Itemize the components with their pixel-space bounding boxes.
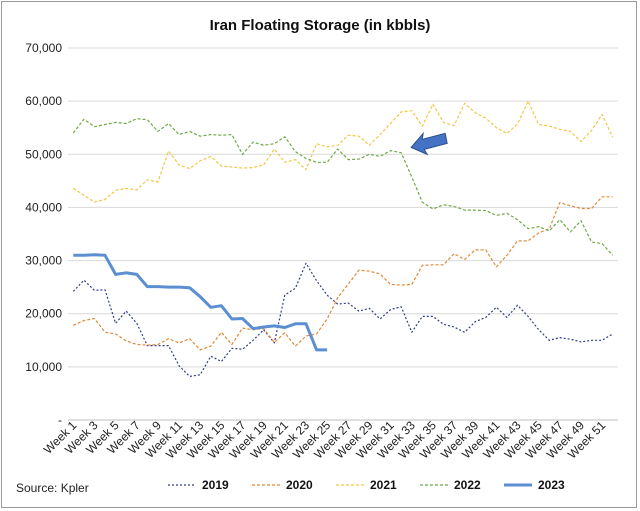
grid-lines xyxy=(68,47,618,421)
y-tick-label: 50,000 xyxy=(25,147,62,161)
y-tick-label: 70,000 xyxy=(25,41,62,55)
legend-label-2023: 2023 xyxy=(538,478,565,492)
series-lines xyxy=(72,100,614,377)
y-tick-label: 20,000 xyxy=(25,307,62,321)
series-line-2019 xyxy=(72,262,614,377)
y-axis-tick-labels: - 10,000 20,000 30,000 40,000 50,000 60,000 70,… xyxy=(25,41,62,427)
legend: 2019 2020 2021 2022 2023 xyxy=(168,478,565,492)
legend-label-2020: 2020 xyxy=(286,478,313,492)
legend-label-2022: 2022 xyxy=(454,478,481,492)
series-line-2020 xyxy=(73,196,613,351)
annotation-arrow xyxy=(410,131,448,156)
y-tick-label: 60,000 xyxy=(25,94,62,108)
legend-label-2019: 2019 xyxy=(202,478,229,492)
y-tick-label: 10,000 xyxy=(25,360,62,374)
y-tick-label: 30,000 xyxy=(25,254,62,268)
y-tick-label: - xyxy=(58,413,62,427)
series-line-2021 xyxy=(72,100,614,203)
arrow-icon xyxy=(410,131,448,156)
legend-label-2021: 2021 xyxy=(370,478,397,492)
source-note: Source: Kpler xyxy=(16,481,89,495)
series-line-2022 xyxy=(72,118,614,256)
chart-title: Iran Floating Storage (in kbbls) xyxy=(210,17,431,34)
y-tick-label: 40,000 xyxy=(25,200,62,214)
series-line-2023 xyxy=(73,253,328,352)
